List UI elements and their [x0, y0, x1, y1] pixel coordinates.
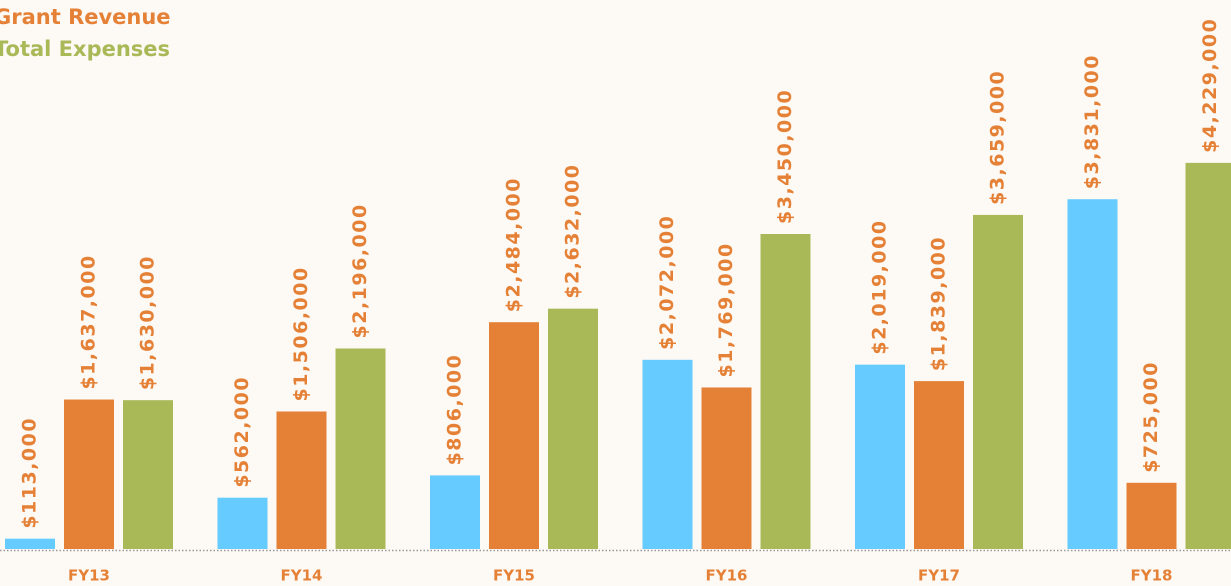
data-label: $113,000	[19, 417, 41, 529]
legend-entry: Total Expenses	[0, 37, 170, 61]
bar	[1067, 199, 1118, 549]
bar	[1185, 162, 1231, 550]
data-label: $1,506,000	[290, 266, 312, 401]
bar	[855, 364, 905, 549]
bar	[217, 497, 268, 549]
data-label: $1,630,000	[137, 255, 159, 390]
x-tick-label: FY18	[1131, 567, 1173, 585]
data-label: $2,072,000	[656, 215, 678, 350]
x-tick-label: FY17	[918, 567, 960, 585]
bar	[489, 322, 539, 549]
bar	[914, 381, 964, 549]
x-tick-label: FY16	[706, 567, 748, 585]
bar	[548, 308, 598, 549]
data-label: $2,019,000	[869, 219, 891, 354]
data-label: $3,659,000	[987, 70, 1009, 205]
bar	[5, 538, 55, 549]
bar	[335, 348, 386, 549]
data-label: $806,000	[444, 354, 466, 466]
bar	[1126, 482, 1177, 549]
bar	[973, 214, 1023, 549]
data-label: $1,839,000	[928, 236, 950, 371]
bar	[642, 359, 693, 549]
data-label: $2,196,000	[349, 203, 371, 338]
data-label: $3,450,000	[774, 89, 796, 224]
x-tick-label: FY13	[68, 567, 110, 585]
data-label: $562,000	[231, 376, 253, 488]
data-label: $1,769,000	[715, 242, 737, 377]
data-label: $2,484,000	[503, 177, 525, 312]
data-label: $4,229,000	[1199, 18, 1221, 153]
bar	[430, 475, 480, 549]
data-label: $3,831,000	[1081, 54, 1103, 189]
bar	[64, 399, 114, 549]
legend-entry: Grant Revenue	[0, 5, 171, 29]
bar	[123, 400, 173, 549]
x-tick-label: FY14	[281, 567, 323, 585]
data-label: $2,632,000	[562, 163, 584, 298]
bar	[701, 387, 752, 549]
data-label: $725,000	[1140, 361, 1162, 473]
bar	[276, 411, 327, 549]
bar	[760, 234, 811, 549]
data-label: $1,637,000	[78, 254, 100, 389]
x-tick-label: FY15	[493, 567, 535, 585]
